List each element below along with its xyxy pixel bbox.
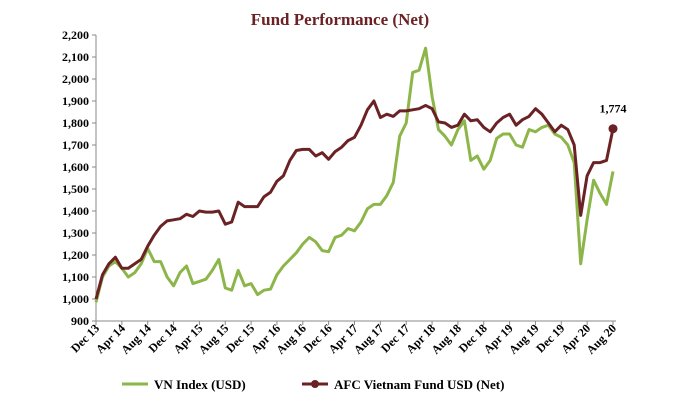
data-label: 1,774 [600, 102, 627, 116]
y-tick-label: 1,200 [62, 248, 89, 262]
x-tick-label: Aug 19 [506, 321, 542, 357]
legend-marker [311, 380, 319, 388]
y-tick-label: 1,100 [62, 270, 89, 284]
y-tick-label: 1,700 [62, 138, 89, 152]
x-tick-label: Aug 14 [118, 321, 154, 357]
y-tick-label: 1,500 [62, 182, 89, 196]
chart-title: Fund Performance (Net) [251, 10, 429, 29]
legend: VN Index (USD) AFC Vietnam Fund USD (Net) [122, 377, 504, 392]
y-tick-label: 1,300 [62, 226, 89, 240]
y-tick-label: 1,000 [62, 292, 89, 306]
x-tick-label: Aug 18 [428, 321, 464, 357]
x-tick-label: Aug 16 [273, 321, 309, 357]
series-line-vn-index [94, 46, 615, 303]
y-tick-label: 1,900 [62, 94, 89, 108]
series-line-afc-fund [94, 99, 615, 300]
x-tick-label: Aug 17 [351, 321, 387, 357]
legend-label: VN Index (USD) [154, 377, 246, 392]
x-tick-label: Aug 20 [584, 321, 620, 357]
y-tick-label: 2,100 [62, 50, 89, 64]
x-tick-label: Aug 15 [196, 321, 232, 357]
y-tick-label: 1,600 [62, 160, 89, 174]
y-tick-label: 1,800 [62, 116, 89, 130]
y-tick-label: 2,000 [62, 72, 89, 86]
y-tick-label: 1,400 [62, 204, 89, 218]
data-point-last [608, 124, 618, 134]
y-tick-label: 2,200 [62, 28, 89, 42]
legend-label: AFC Vietnam Fund USD (Net) [334, 377, 504, 392]
y-tick-label: 900 [71, 314, 89, 328]
